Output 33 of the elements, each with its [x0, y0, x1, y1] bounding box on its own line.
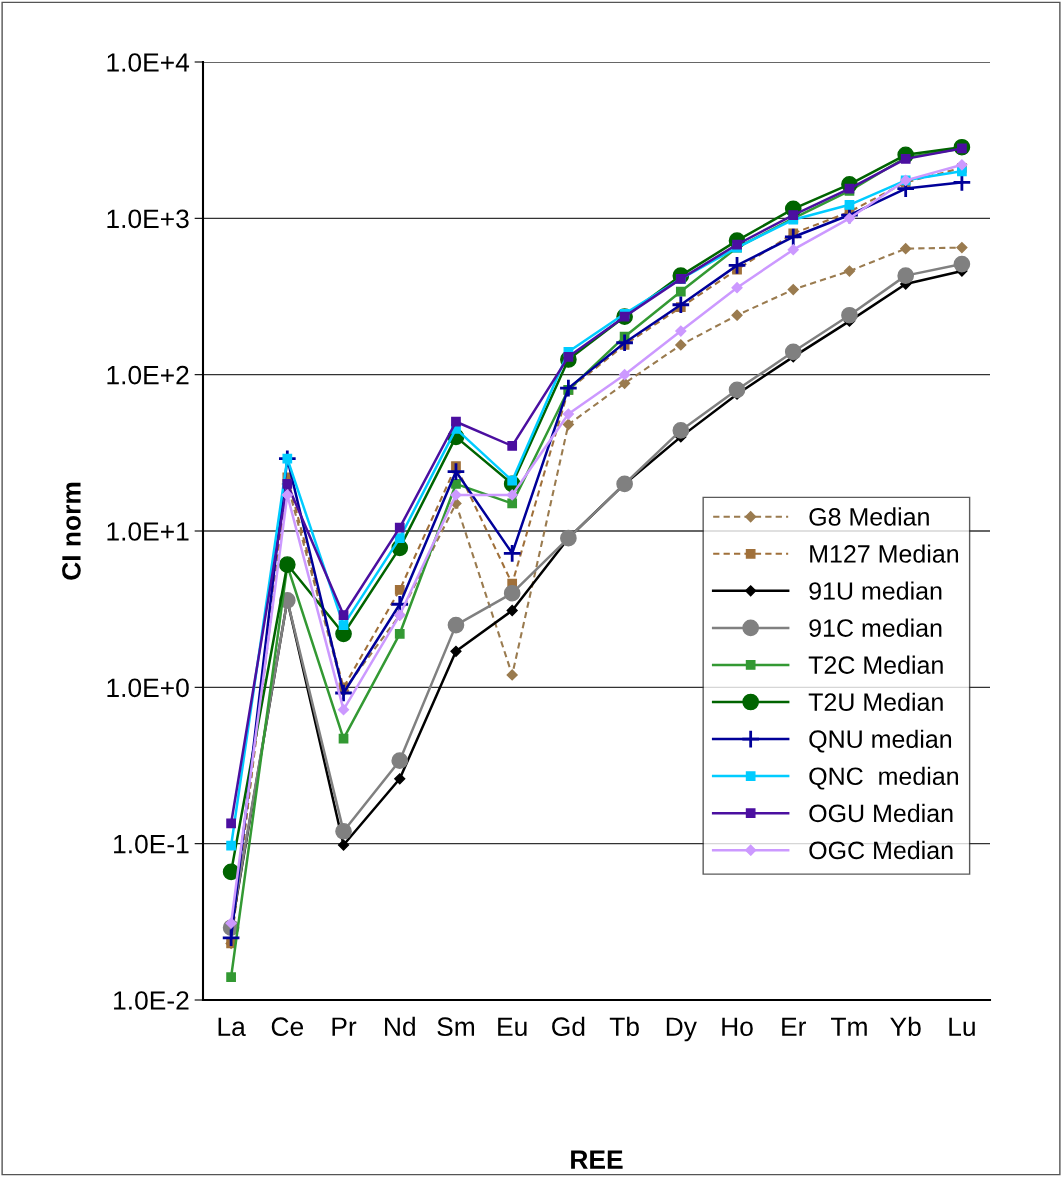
y-tick-label: 1.0E+0	[107, 678, 189, 698]
x-tick-label: Tb	[609, 1016, 639, 1037]
y-tick-label: 1.0E-2	[114, 991, 189, 1010]
legend-label: T2C Median	[808, 655, 943, 674]
legend-label: OGU Median	[809, 803, 953, 823]
x-axis-title: REE	[571, 1150, 623, 1169]
x-tick-label: Ce	[271, 1017, 304, 1037]
y-tick-label: 1.0E-1	[114, 834, 189, 854]
x-tick-label: Nd	[385, 1016, 415, 1037]
y-tick-label: 1.0E+4	[107, 53, 190, 72]
legend-label: G8 Median	[809, 507, 929, 526]
y-tick-label: 1.0E+3	[107, 209, 189, 229]
legend-label: OGC Median	[809, 840, 953, 860]
x-tick-label: Eu	[498, 1017, 527, 1037]
legend-label: QNU median	[809, 729, 952, 753]
x-tick-label: Ho	[722, 1017, 753, 1037]
x-tick-label: Gd	[552, 1016, 585, 1037]
x-tick-label: La	[218, 1017, 246, 1037]
legend-label: T2U Median	[808, 692, 943, 712]
legend-label: M127 Median	[810, 544, 959, 563]
x-tick-label: Sm	[437, 1017, 475, 1037]
legend-label: QNC median	[809, 766, 958, 790]
x-tick-label: Pr	[332, 1017, 357, 1036]
x-tick-label: Yb	[890, 1016, 921, 1037]
y-axis-title: CI norm	[62, 482, 81, 580]
x-tick-label: Dy	[666, 1017, 697, 1042]
x-tick-label: Er	[782, 1017, 807, 1036]
y-tick-label: 1.0E+1	[107, 522, 189, 541]
legend-label: 91U median	[809, 581, 942, 600]
x-tick-label: Lu	[949, 1017, 975, 1037]
y-tick-label: 1.0E+2	[107, 365, 189, 385]
x-tick-label: Tm	[831, 1017, 867, 1036]
legend-label: 91C median	[809, 618, 942, 637]
